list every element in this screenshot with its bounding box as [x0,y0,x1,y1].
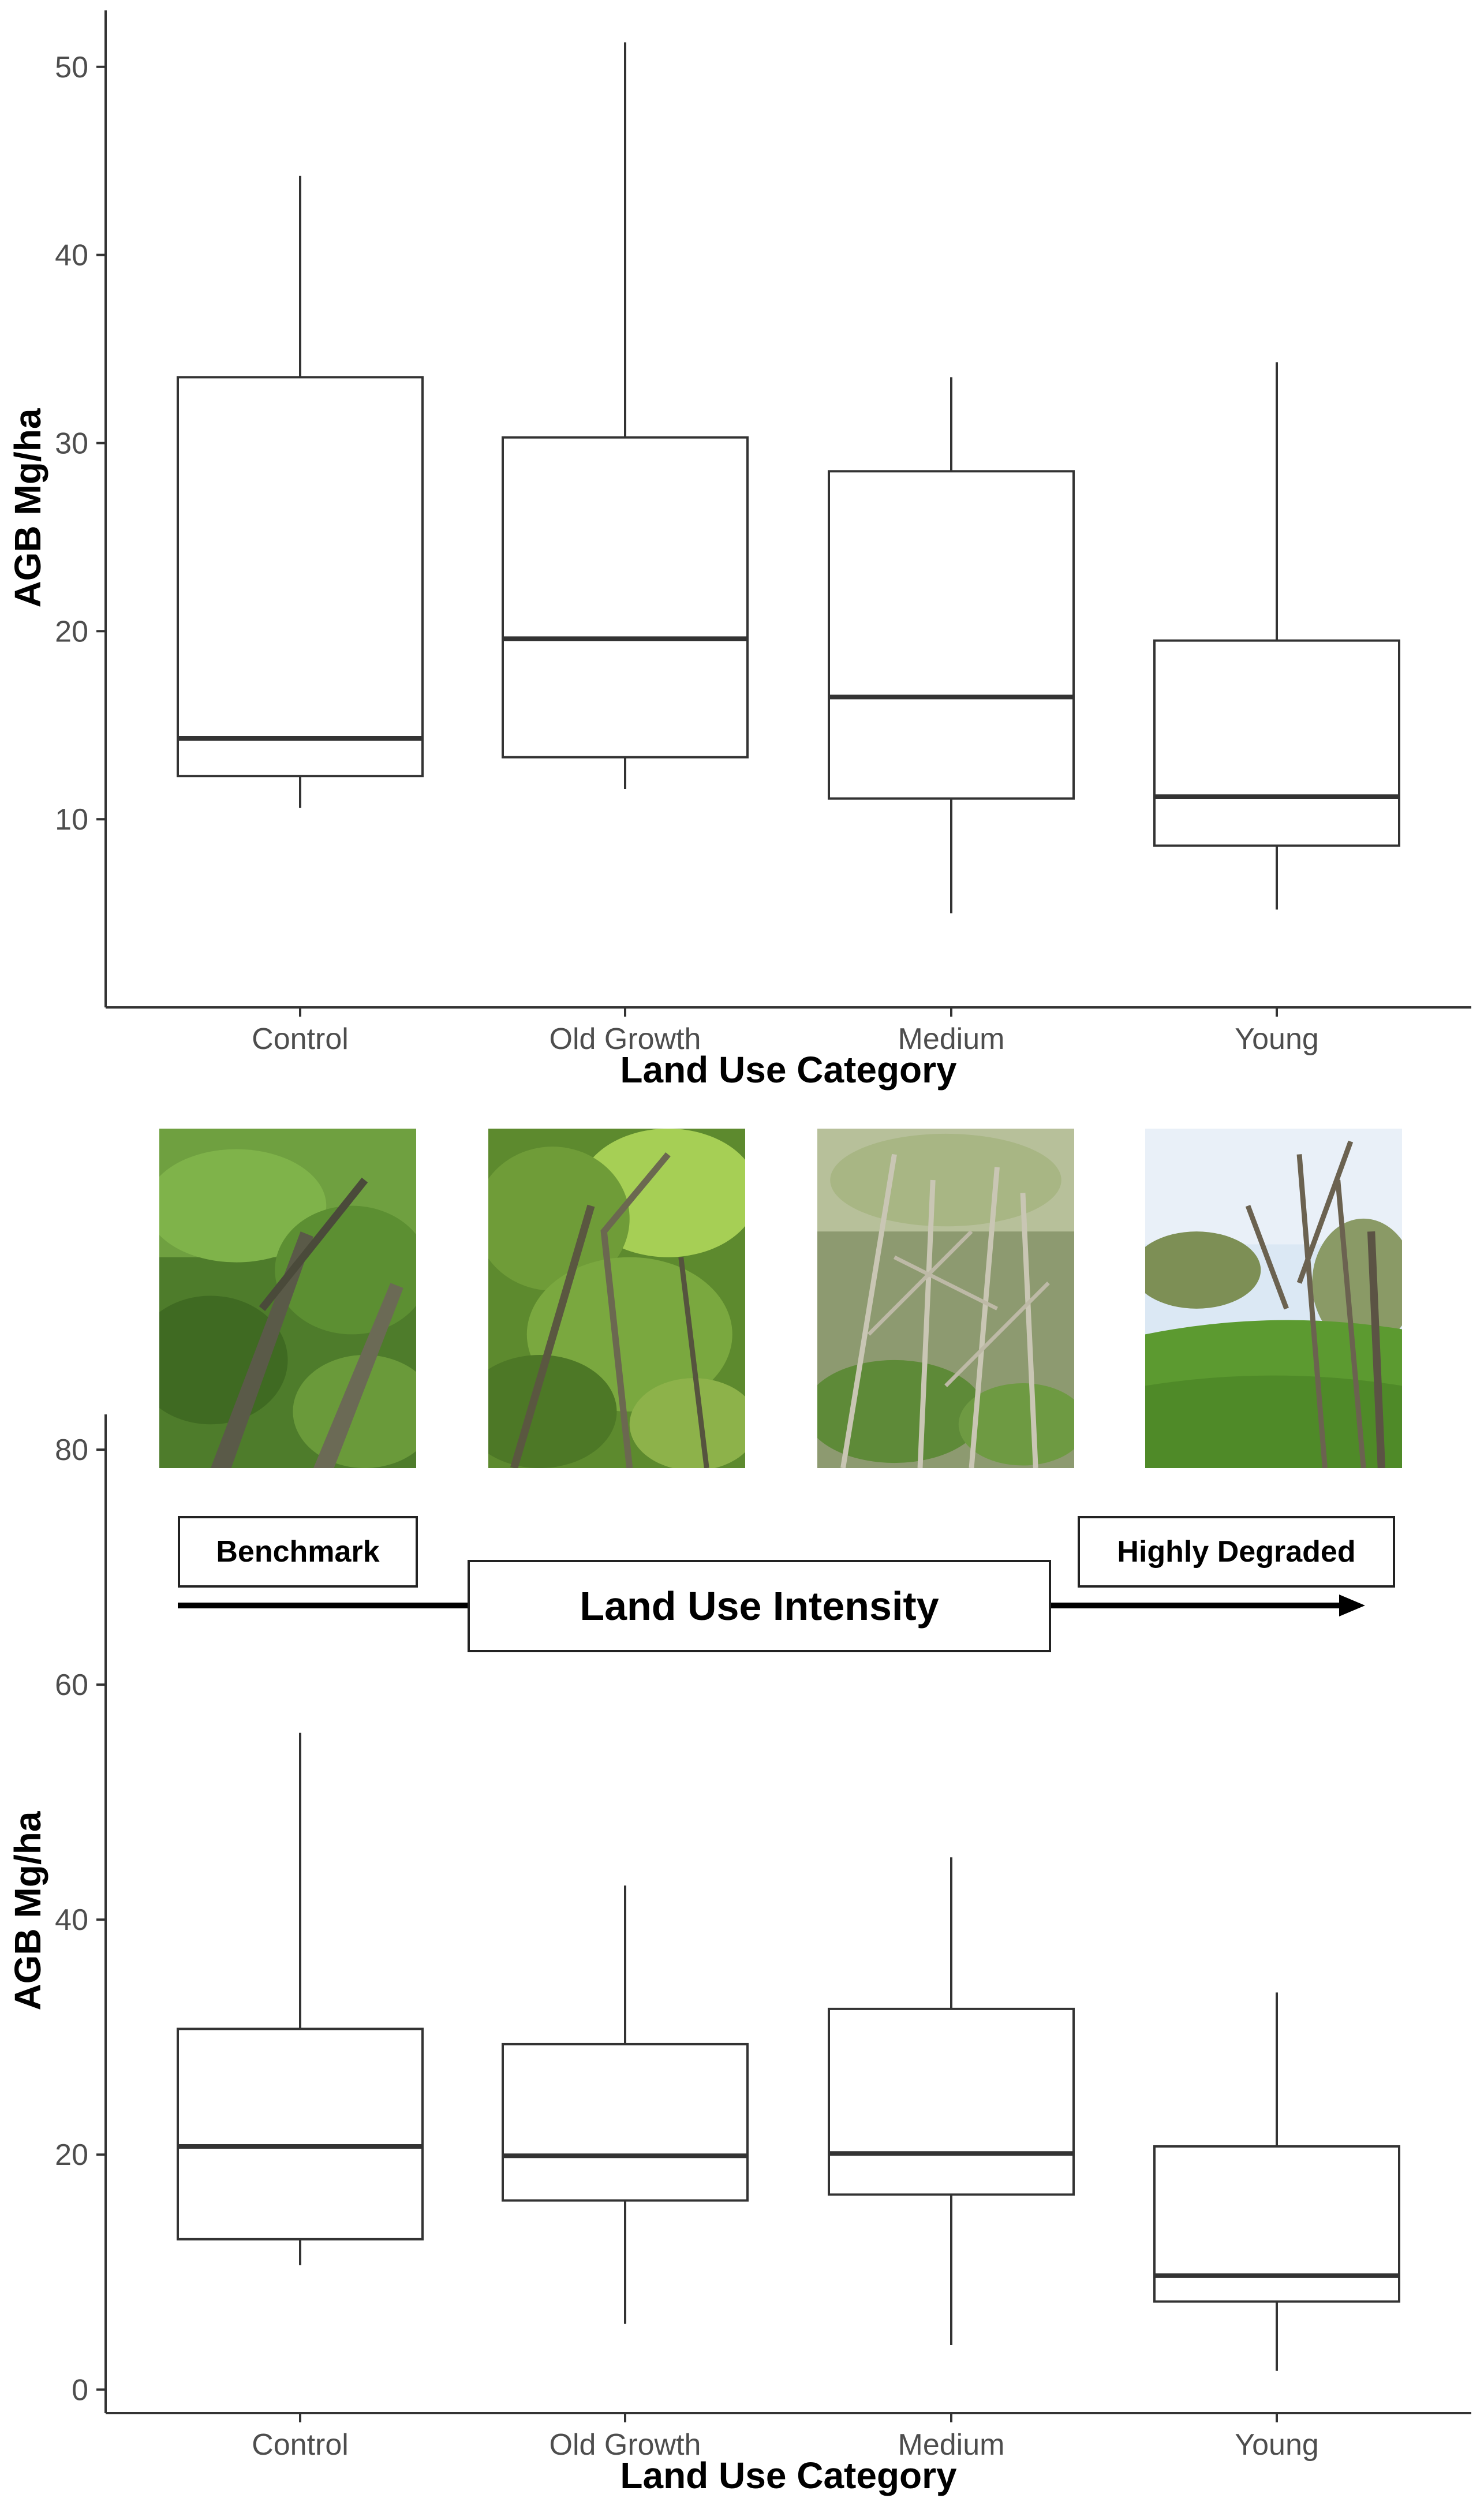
benchmark-label: Benchmark [178,1516,418,1588]
box-iqr [1153,639,1400,847]
x-tick-label: Young [1235,2428,1319,2462]
box-iqr [828,470,1075,800]
box-iqr [1153,2145,1400,2303]
box-iqr [177,376,424,778]
box-iqr [177,2027,424,2241]
box-iqr [828,2007,1075,2196]
x-tick-label: Old Growth [550,2428,701,2462]
box-iqr [502,2042,749,2202]
x-tick-label: Control [252,1022,349,1056]
intensity-arrow-head [1339,1595,1365,1616]
y-axis-title: AGB Mg/ha [7,1811,48,2010]
y-axis-title: AGB Mg/ha [7,408,48,607]
forest-photo-young [1145,1129,1402,1468]
x-axis-title: Land Use Category [620,1049,957,1091]
y-tick-label: 10 [55,803,88,837]
x-tick-label: Old Growth [550,1022,701,1056]
y-tick-label: 60 [55,1668,88,1702]
forest-photo-old-growth [488,1129,745,1468]
y-tick-label: 20 [55,2138,88,2172]
x-tick-label: Control [252,2428,349,2462]
x-tick-label: Medium [898,1022,1005,1056]
y-tick-label: 50 [55,51,88,84]
y-tick-label: 20 [55,615,88,648]
y-tick-label: 0 [72,2373,88,2407]
x-tick-label: Medium [898,2428,1005,2462]
y-tick-label: 40 [55,1903,88,1937]
forest-photo-control [159,1129,416,1468]
forest-photo-medium [817,1129,1074,1468]
y-tick-label: 40 [55,239,88,272]
highly-degraded-label: Highly Degraded [1078,1516,1395,1588]
y-tick-label: 80 [55,1433,88,1467]
box-iqr [502,436,749,759]
y-tick-label: 30 [55,427,88,460]
x-axis-title: Land Use Category [620,2455,957,2496]
x-tick-label: Young [1235,1022,1319,1056]
land-use-intensity-label: Land Use Intensity [468,1560,1051,1652]
